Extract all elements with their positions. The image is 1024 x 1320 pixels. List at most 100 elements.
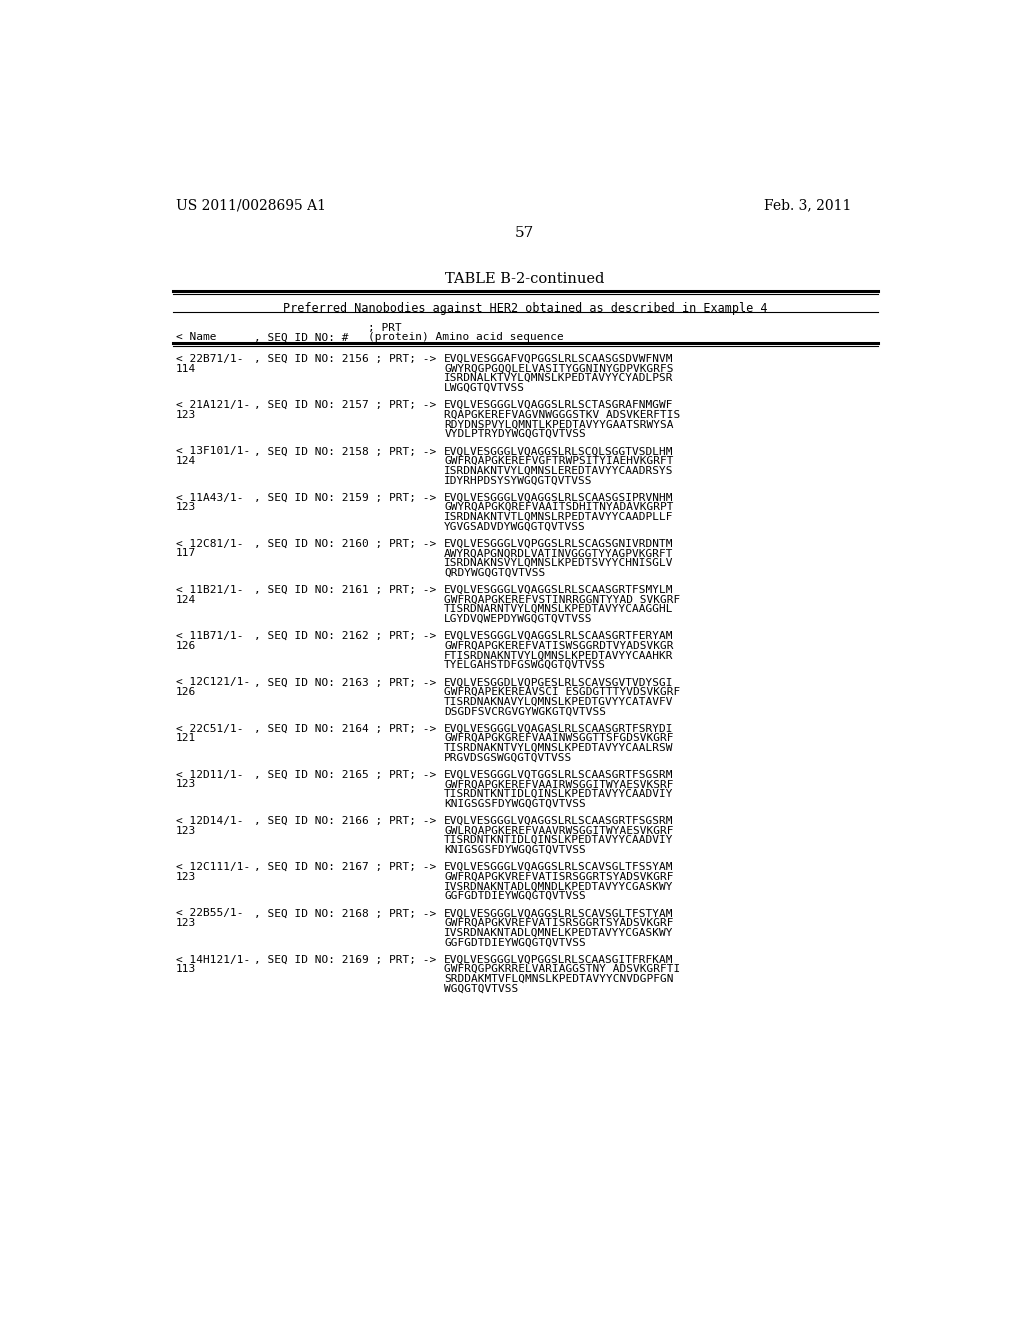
- Text: , SEQ ID NO: 2163 ; PRT; ->: , SEQ ID NO: 2163 ; PRT; ->: [254, 677, 436, 688]
- Text: 123: 123: [176, 871, 197, 882]
- Text: 123: 123: [176, 502, 197, 512]
- Text: EVQLVESGGGLVQPGGSLRLSCAGSGNIVRDNTM: EVQLVESGGGLVQPGGSLRLSCAGSGNIVRDNTM: [444, 539, 674, 549]
- Text: EVQLVESGGGLVQAGGSLRLSCAVSGLTFSTYAM: EVQLVESGGGLVQAGGSLRLSCAVSGLTFSTYAM: [444, 908, 674, 919]
- Text: < 12C111/1-: < 12C111/1-: [176, 862, 250, 873]
- Text: IVSRDNAKNTADLQMNELKPEDTAVYYCGASKWY: IVSRDNAKNTADLQMNELKPEDTAVYYCGASKWY: [444, 928, 674, 937]
- Text: < 22B71/1-: < 22B71/1-: [176, 354, 244, 364]
- Text: EVQLVESGGAFVQPGGSLRLSCAASGSDVWFNVM: EVQLVESGGAFVQPGGSLRLSCAASGSDVWFNVM: [444, 354, 674, 364]
- Text: , SEQ ID NO: 2159 ; PRT; ->: , SEQ ID NO: 2159 ; PRT; ->: [254, 492, 436, 503]
- Text: GWFRQAPGKEREFVSTINRRGGNTYYAD SVKGRF: GWFRQAPGKEREFVSTINRRGGNTYYAD SVKGRF: [444, 594, 681, 605]
- Text: < 11A43/1-: < 11A43/1-: [176, 492, 244, 503]
- Text: DSGDFSVCRGVGYWGKGTQVTVSS: DSGDFSVCRGVGYWGKGTQVTVSS: [444, 706, 606, 717]
- Text: , SEQ ID NO: 2169 ; PRT; ->: , SEQ ID NO: 2169 ; PRT; ->: [254, 954, 436, 965]
- Text: GWFRQAPGKEREFVATISWSGGRDTVYADSVKGR: GWFRQAPGKEREFVATISWSGGRDTVYADSVKGR: [444, 640, 674, 651]
- Text: KNIGSGSFDYWGQGTQVTVSS: KNIGSGSFDYWGQGTQVTVSS: [444, 845, 586, 855]
- Text: , SEQ ID NO: 2157 ; PRT; ->: , SEQ ID NO: 2157 ; PRT; ->: [254, 400, 436, 411]
- Text: , SEQ ID NO: 2161 ; PRT; ->: , SEQ ID NO: 2161 ; PRT; ->: [254, 585, 436, 595]
- Text: ISRDNAKNTVTLQMNSLRPEDTAVYYCAADPLLF: ISRDNAKNTVTLQMNSLRPEDTAVYYCAADPLLF: [444, 512, 674, 521]
- Text: 126: 126: [176, 640, 197, 651]
- Text: US 2011/0028695 A1: US 2011/0028695 A1: [176, 198, 326, 213]
- Text: 124: 124: [176, 455, 197, 466]
- Text: , SEQ ID NO: #: , SEQ ID NO: #: [254, 333, 348, 342]
- Text: < 22C51/1-: < 22C51/1-: [176, 723, 244, 734]
- Text: TISRDNARNTVYLQMNSLKPEDTAVYYCAAGGHL: TISRDNARNTVYLQMNSLKPEDTAVYYCAAGGHL: [444, 605, 674, 614]
- Text: EVQLVESGGGLVQAGGSLRLSCQLSGGTVSDLHM: EVQLVESGGGLVQAGGSLRLSCQLSGGTVSDLHM: [444, 446, 674, 457]
- Text: RDYDNSPVYLQMNTLKPEDTAVYYGAATSRWYSA: RDYDNSPVYLQMNTLKPEDTAVYYGAATSRWYSA: [444, 420, 674, 429]
- Text: , SEQ ID NO: 2164 ; PRT; ->: , SEQ ID NO: 2164 ; PRT; ->: [254, 723, 436, 734]
- Text: 124: 124: [176, 594, 197, 605]
- Text: KNIGSGSFDYWGQGTQVTVSS: KNIGSGSFDYWGQGTQVTVSS: [444, 799, 586, 809]
- Text: , SEQ ID NO: 2167 ; PRT; ->: , SEQ ID NO: 2167 ; PRT; ->: [254, 862, 436, 873]
- Text: TISRDNTKNTIDLQINSLKPEDTAVYYCAADVIY: TISRDNTKNTIDLQINSLKPEDTAVYYCAADVIY: [444, 789, 674, 799]
- Text: , SEQ ID NO: 2156 ; PRT; ->: , SEQ ID NO: 2156 ; PRT; ->: [254, 354, 436, 364]
- Text: FTISRDNAKNTVYLQMNSLKPEDTAVYYCAAHKR: FTISRDNAKNTVYLQMNSLKPEDTAVYYCAAHKR: [444, 651, 674, 660]
- Text: GWYRQAPGKQREFVAAITSDHITNYADAVKGRPT: GWYRQAPGKQREFVAAITSDHITNYADAVKGRPT: [444, 502, 674, 512]
- Text: , SEQ ID NO: 2158 ; PRT; ->: , SEQ ID NO: 2158 ; PRT; ->: [254, 446, 436, 457]
- Text: ; PRT: ; PRT: [369, 323, 402, 333]
- Text: GWYRQGPGQQLELVASITYGGNINYGDPVKGRFS: GWYRQGPGQQLELVASITYGGNINYGDPVKGRFS: [444, 363, 674, 374]
- Text: EVQLVESGGGLVQTGGSLRLSCAASGRTFSGSRM: EVQLVESGGGLVQTGGSLRLSCAASGRTFSGSRM: [444, 770, 674, 780]
- Text: 121: 121: [176, 733, 197, 743]
- Text: AWYRQAPGNQRDLVATINVGGGTYYAGPVKGRFT: AWYRQAPGNQRDLVATINVGGGTYYAGPVKGRFT: [444, 548, 674, 558]
- Text: 113: 113: [176, 964, 197, 974]
- Text: 123: 123: [176, 825, 197, 836]
- Text: EVQLVESGGGLVQAGGSLRLSCAASGSIPRVNHM: EVQLVESGGGLVQAGGSLRLSCAASGSIPRVNHM: [444, 492, 674, 503]
- Text: < 11B71/1-: < 11B71/1-: [176, 631, 244, 642]
- Text: GWFRQAPGKEREFVAAIRWSGGITWYAESVKSRF: GWFRQAPGKEREFVAAIRWSGGITWYAESVKSRF: [444, 779, 674, 789]
- Text: EVQLVESGGGLVQAGASLRLSCAASGRTFSRYDI: EVQLVESGGGLVQAGASLRLSCAASGRTFSRYDI: [444, 723, 674, 734]
- Text: GWFRQAPGKGREFVAAINWSGGTTSFGDSVKGRF: GWFRQAPGKGREFVAAINWSGGTTSFGDSVKGRF: [444, 733, 674, 743]
- Text: ISRDNAKNTVYLQMNSLEREDTAVYYCAADRSYS: ISRDNAKNTVYLQMNSLEREDTAVYYCAADRSYS: [444, 466, 674, 475]
- Text: GWFRQAPGKEREFVGFTRWPSITYIAEHVKGRFT: GWFRQAPGKEREFVGFTRWPSITYIAEHVKGRFT: [444, 455, 674, 466]
- Text: EVQLVESGGGLVQPGGSLRLSCAASGITFRFKAM: EVQLVESGGGLVQPGGSLRLSCAASGITFRFKAM: [444, 954, 674, 965]
- Text: , SEQ ID NO: 2165 ; PRT; ->: , SEQ ID NO: 2165 ; PRT; ->: [254, 770, 436, 780]
- Text: EVQLVESGGGLVQAGGSLRLSCAVSGLTFSSYAM: EVQLVESGGGLVQAGGSLRLSCAVSGLTFSSYAM: [444, 862, 674, 873]
- Text: GGFGDTDIEYWGQGTQVTVSS: GGFGDTDIEYWGQGTQVTVSS: [444, 937, 586, 948]
- Text: < 12D14/1-: < 12D14/1-: [176, 816, 244, 826]
- Text: < Name: < Name: [176, 333, 216, 342]
- Text: 126: 126: [176, 686, 197, 697]
- Text: GGFGDTDIEYWGQGTQVTVSS: GGFGDTDIEYWGQGTQVTVSS: [444, 891, 586, 902]
- Text: GWLRQAPGKEREFVAAVRWSGGITWYAESVKGRF: GWLRQAPGKEREFVAAVRWSGGITWYAESVKGRF: [444, 825, 674, 836]
- Text: < 21A121/1-: < 21A121/1-: [176, 400, 250, 411]
- Text: RQAPGKEREFVAGVNWGGGSTKV ADSVKERFTIS: RQAPGKEREFVAGVNWGGGSTKV ADSVKERFTIS: [444, 409, 681, 420]
- Text: ISRDNALKTVYLQMNSLKPEDTAVYYCYADLPSR: ISRDNALKTVYLQMNSLKPEDTAVYYCYADLPSR: [444, 374, 674, 383]
- Text: < 11B21/1-: < 11B21/1-: [176, 585, 244, 595]
- Text: QRDYWGQGTQVTVSS: QRDYWGQGTQVTVSS: [444, 568, 546, 578]
- Text: EVQLVESGGGLVQAGGSLRLSCAASGRTFSGSRM: EVQLVESGGGLVQAGGSLRLSCAASGRTFSGSRM: [444, 816, 674, 826]
- Text: < 12C121/1-: < 12C121/1-: [176, 677, 250, 688]
- Text: EVQLVESGGGLVQAGGSLRLSCAASGRTFSMYLM: EVQLVESGGGLVQAGGSLRLSCAASGRTFSMYLM: [444, 585, 674, 595]
- Text: SRDDAKMTVFLQMNSLKPEDTAVYYCNVDGPFGN: SRDDAKMTVFLQMNSLKPEDTAVYYCNVDGPFGN: [444, 974, 674, 983]
- Text: GWFRQAPGKVREFVATISRSGGRTSYADSVKGRF: GWFRQAPGKVREFVATISRSGGRTSYADSVKGRF: [444, 871, 674, 882]
- Text: (protein) Amino acid sequence: (protein) Amino acid sequence: [369, 333, 564, 342]
- Text: LWGQGTQVTVSS: LWGQGTQVTVSS: [444, 383, 525, 393]
- Text: PRGVDSGSWGQGTQVTVSS: PRGVDSGSWGQGTQVTVSS: [444, 752, 572, 763]
- Text: 123: 123: [176, 409, 197, 420]
- Text: Preferred Nanobodies against HER2 obtained as described in Example 4: Preferred Nanobodies against HER2 obtain…: [283, 302, 767, 314]
- Text: 114: 114: [176, 363, 197, 374]
- Text: GWFRQAPEKEREAVSCI ESGDGTTTYVDSVKGRF: GWFRQAPEKEREAVSCI ESGDGTTTYVDSVKGRF: [444, 686, 681, 697]
- Text: IDYRHPDSYSYWGQGTQVTVSS: IDYRHPDSYSYWGQGTQVTVSS: [444, 475, 593, 486]
- Text: 57: 57: [515, 226, 535, 240]
- Text: GWFRQAPGKVREFVATISRSGGRTSYADSVKGRF: GWFRQAPGKVREFVATISRSGGRTSYADSVKGRF: [444, 917, 674, 928]
- Text: TISRDNAKNTVYLQMNSLKPEDTAVYYCAALRSW: TISRDNAKNTVYLQMNSLKPEDTAVYYCAALRSW: [444, 743, 674, 752]
- Text: , SEQ ID NO: 2168 ; PRT; ->: , SEQ ID NO: 2168 ; PRT; ->: [254, 908, 436, 919]
- Text: TYELGAHSTDFGSWGQGTQVTVSS: TYELGAHSTDFGSWGQGTQVTVSS: [444, 660, 606, 671]
- Text: IVSRDNAKNTADLQMNDLKPEDTAVYYCGASKWY: IVSRDNAKNTADLQMNDLKPEDTAVYYCGASKWY: [444, 882, 674, 891]
- Text: LGYDVQWEPDYWGQGTQVTVSS: LGYDVQWEPDYWGQGTQVTVSS: [444, 614, 593, 624]
- Text: TABLE B-2-continued: TABLE B-2-continued: [445, 272, 604, 286]
- Text: < 12C81/1-: < 12C81/1-: [176, 539, 244, 549]
- Text: < 13F101/1-: < 13F101/1-: [176, 446, 250, 457]
- Text: , SEQ ID NO: 2166 ; PRT; ->: , SEQ ID NO: 2166 ; PRT; ->: [254, 816, 436, 826]
- Text: TISRDNAKNAVYLQMNSLKPEDTGVYYCATAVFV: TISRDNAKNAVYLQMNSLKPEDTGVYYCATAVFV: [444, 697, 674, 706]
- Text: EVQLVESGGGLVQAGGSLRLSCTASGRAFNMGWF: EVQLVESGGGLVQAGGSLRLSCTASGRAFNMGWF: [444, 400, 674, 411]
- Text: , SEQ ID NO: 2162 ; PRT; ->: , SEQ ID NO: 2162 ; PRT; ->: [254, 631, 436, 642]
- Text: , SEQ ID NO: 2160 ; PRT; ->: , SEQ ID NO: 2160 ; PRT; ->: [254, 539, 436, 549]
- Text: TISRDNTKNTIDLQINSLKPEDTAVYYCAADVIY: TISRDNTKNTIDLQINSLKPEDTAVYYCAADVIY: [444, 836, 674, 845]
- Text: YGVGSADVDYWGQGTQVTVSS: YGVGSADVDYWGQGTQVTVSS: [444, 521, 586, 532]
- Text: < 12D11/1-: < 12D11/1-: [176, 770, 244, 780]
- Text: < 14H121/1-: < 14H121/1-: [176, 954, 250, 965]
- Text: 123: 123: [176, 917, 197, 928]
- Text: ISRDNAKNSVYLQMNSLKPEDTSVYYCHNISGLV: ISRDNAKNSVYLQMNSLKPEDTSVYYCHNISGLV: [444, 558, 674, 568]
- Text: 123: 123: [176, 779, 197, 789]
- Text: WGQGTQVTVSS: WGQGTQVTVSS: [444, 983, 518, 994]
